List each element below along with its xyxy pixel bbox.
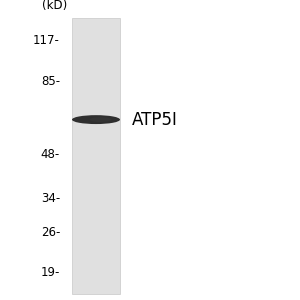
Text: 48-: 48- (41, 148, 60, 161)
Text: 19-: 19- (40, 266, 60, 279)
Text: ATP5I: ATP5I (132, 111, 178, 129)
Text: 117-: 117- (33, 34, 60, 47)
Text: (kD): (kD) (42, 0, 67, 13)
Text: 34-: 34- (41, 192, 60, 205)
Text: 26-: 26- (40, 226, 60, 239)
Ellipse shape (72, 115, 120, 124)
Text: 85-: 85- (41, 75, 60, 88)
Ellipse shape (90, 117, 111, 122)
Bar (72, 18, 120, 294)
